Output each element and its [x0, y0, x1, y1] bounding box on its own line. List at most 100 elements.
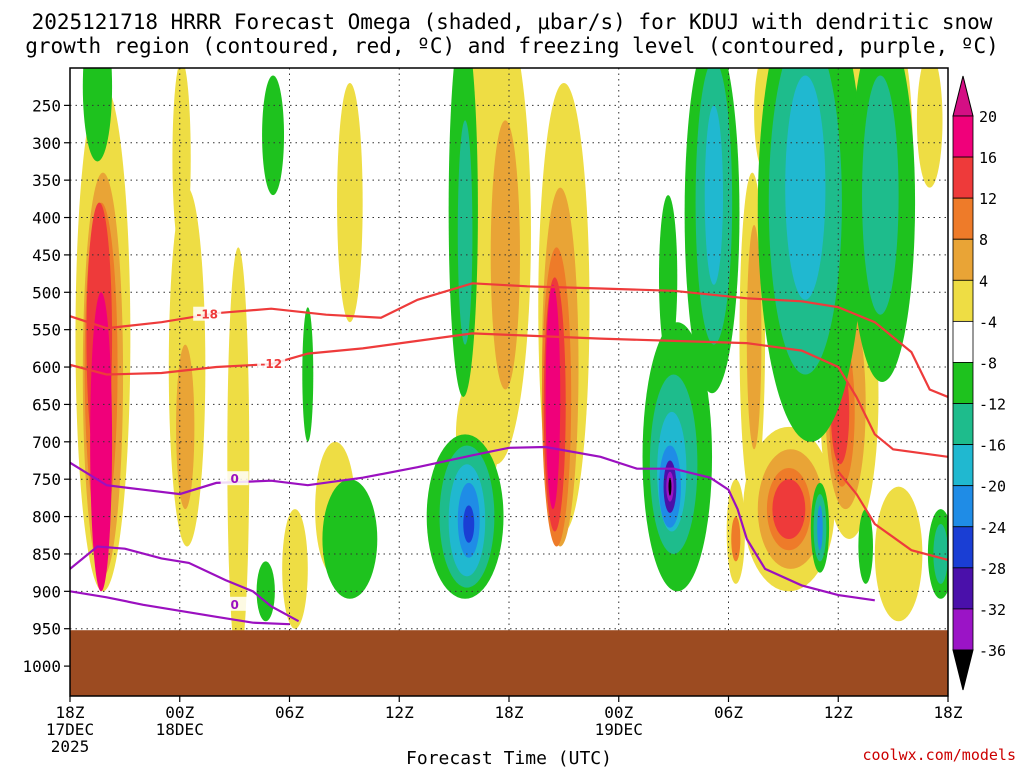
freezing-level-contour-1 — [70, 545, 300, 623]
colorbar-swatch-8 — [952, 444, 974, 487]
chart-title-line-2: growth region (contoured, red, ºC) and f… — [25, 34, 999, 58]
colorbar-swatch-12 — [952, 608, 974, 651]
omega-region-w4-9 — [337, 82, 363, 323]
freezing-level-contour-label-bg-0 — [220, 471, 249, 486]
colorbar-label-1: 16 — [979, 149, 997, 167]
dgz-contour-label-1: -12 — [260, 357, 282, 371]
omega-region-n16-67 — [817, 505, 823, 551]
freezing-level-contour-label-1: 0 — [230, 598, 238, 612]
colorbar-bottom-arrow — [952, 649, 974, 691]
dgz-contour-label-bg-1 — [257, 356, 286, 371]
omega-region-n4-64 — [322, 479, 378, 599]
colorbar-label-9: -20 — [979, 478, 1006, 496]
y-tick-label-900: 900 — [32, 582, 61, 601]
x-tick-label-4-l1: 18Z — [495, 703, 524, 722]
freezing-level-contour-label-0: 0 — [230, 472, 238, 486]
omega-region-n36-60 — [668, 477, 672, 496]
y-tick-label-500: 500 — [32, 283, 61, 302]
x-tick-label-6-l1: 06Z — [714, 703, 743, 722]
dgz-contour-2 — [837, 471, 948, 561]
omega-region-w4-7 — [227, 247, 250, 667]
omega-region-w8-20 — [746, 225, 762, 450]
colorbar-swatch-0 — [952, 115, 974, 158]
colorbar-swatch-5 — [952, 320, 974, 363]
colorbar-label-2: 12 — [979, 190, 997, 208]
y-tick-label-400: 400 — [32, 209, 61, 228]
y-tick-label-600: 600 — [32, 358, 61, 377]
omega-region-n4-38 — [262, 75, 285, 196]
dgz-contour-label-0: -18 — [196, 308, 218, 322]
colorbar-label-12: -32 — [979, 601, 1006, 619]
x-tick-label-1-l1: 00Z — [165, 703, 194, 722]
colorbar-swatch-9 — [952, 485, 974, 528]
x-tick-label-0-l3: 2025 — [51, 737, 90, 756]
y-tick-label-300: 300 — [32, 134, 61, 153]
x-tick-label-8-l1: 18Z — [934, 703, 963, 722]
omega-region-n12-43 — [704, 105, 724, 285]
colorbar-swatch-10 — [952, 526, 974, 569]
y-tick-label-250: 250 — [32, 96, 61, 115]
chart-title-line-1: 2025121718 HRRR Forecast Omega (shaded, … — [32, 10, 993, 34]
omega-region-n4-62 — [302, 307, 314, 442]
colorbar-swatch-1 — [952, 156, 974, 199]
colorbar-label-4: 4 — [979, 272, 988, 290]
colorbar-swatch-2 — [952, 197, 974, 240]
omega-region-w4-33 — [916, 68, 943, 188]
omega-region-w4-8 — [172, 68, 191, 255]
colorbar-swatch-6 — [952, 362, 974, 404]
omega-region-n8-48 — [862, 75, 899, 315]
terrain-below-ground — [70, 630, 948, 696]
colorbar-swatch-7 — [952, 403, 974, 446]
y-tick-label-550: 550 — [32, 321, 61, 340]
dgz-contour-1 — [70, 332, 948, 458]
x-tick-label-0-l2: 17DEC — [46, 720, 94, 739]
x-tick-label-0-l1: 18Z — [56, 703, 85, 722]
colorbar-label-6: -8 — [979, 354, 997, 372]
colorbar-label-3: 8 — [979, 231, 988, 249]
colorbar-label-8: -16 — [979, 437, 1006, 455]
omega-shading-layer — [75, 68, 948, 667]
colorbar-swatch-11 — [952, 567, 974, 610]
omega-region-n8-70 — [933, 524, 948, 584]
colorbar-label-0: 20 — [979, 108, 997, 126]
x-tick-label-2-l1: 06Z — [275, 703, 304, 722]
colorbar-top-arrow — [952, 75, 974, 117]
x-tick-label-7-l1: 12Z — [824, 703, 853, 722]
y-tick-label-750: 750 — [32, 470, 61, 489]
colorbar-label-13: -36 — [979, 642, 1006, 660]
omega-region-n4-63 — [256, 561, 275, 622]
y-tick-label-350: 350 — [32, 171, 61, 190]
omega-region-n20-53 — [463, 505, 475, 543]
x-tick-label-5-l1: 00Z — [604, 703, 633, 722]
colorbar-label-7: -12 — [979, 396, 1006, 414]
omega-region-n12-46 — [785, 75, 826, 300]
omega-region-n4-68 — [858, 509, 874, 584]
omega-region-w8-6 — [176, 344, 195, 510]
y-tick-label-950: 950 — [32, 620, 61, 639]
contour-layer: -18 -12 0 0 — [70, 282, 948, 626]
x-axis-label: Forecast Time (UTC) — [406, 748, 612, 768]
x-tick-label-5-l2: 19DEC — [595, 720, 643, 739]
colorbar-label-11: -28 — [979, 560, 1006, 578]
omega-region-w16-24 — [772, 479, 806, 539]
omega-region-w4-31 — [874, 486, 923, 622]
freezing-level-contour-2 — [70, 590, 290, 626]
site-credit: coolwx.com/models — [862, 746, 1016, 764]
omega-region-n8-40 — [457, 120, 473, 345]
y-tick-label-650: 650 — [32, 395, 61, 414]
x-tick-label-3-l1: 12Z — [385, 703, 414, 722]
colorbar-label-10: -24 — [979, 519, 1006, 537]
omega-region-w20-16 — [545, 284, 561, 510]
colorbar-label-5: -4 — [979, 313, 997, 331]
colorbar-swatch-3 — [952, 238, 974, 281]
omega-region-n4-61 — [658, 195, 678, 360]
y-axis: 250 300 350 400 450 500 550 600 650 700 750 800 850 9… — [22, 96, 70, 676]
colorbar: 20 16 12 8 4 -4 -8 -12 -16 -20 -24 -28 -32 -36 — [952, 75, 1006, 691]
x-tick-label-1-l2: 18DEC — [156, 720, 204, 739]
y-tick-label-450: 450 — [32, 246, 61, 265]
y-tick-label-700: 700 — [32, 433, 61, 452]
omega-region-n4-37 — [82, 68, 113, 162]
omega-region-w4-36 — [282, 509, 308, 629]
